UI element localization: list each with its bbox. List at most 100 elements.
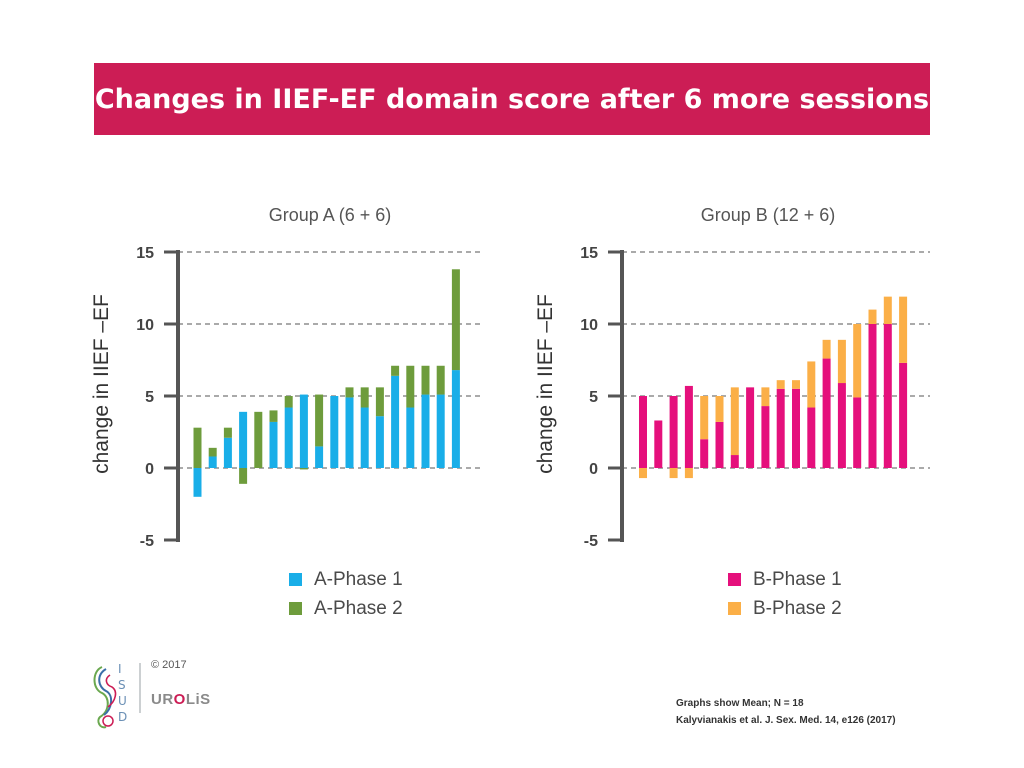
svg-text:U: U bbox=[118, 694, 127, 708]
bar-phase-1 bbox=[684, 385, 693, 468]
legend-label: A-Phase 1 bbox=[314, 568, 403, 590]
bar-phase-2 bbox=[436, 365, 445, 395]
legend-swatch bbox=[289, 573, 302, 586]
bar-phase-2 bbox=[360, 387, 369, 408]
bar-phase-1 bbox=[868, 324, 877, 468]
bar-phase-2 bbox=[375, 387, 384, 417]
bar-phase-1 bbox=[375, 416, 384, 468]
y-axis-label: change in IIEF –EF bbox=[534, 294, 557, 474]
legend-item-b-phase-2: B-Phase 2 bbox=[728, 594, 842, 623]
bar-phase-2 bbox=[899, 296, 908, 363]
bar-phase-1 bbox=[345, 397, 354, 468]
bar-phase-1 bbox=[208, 456, 217, 468]
bar-phase-2 bbox=[669, 468, 678, 479]
bar-phase-1 bbox=[899, 362, 908, 468]
svg-text:D: D bbox=[118, 710, 127, 724]
legend-swatch bbox=[728, 602, 741, 615]
bar-phase-1 bbox=[299, 394, 308, 468]
footnote-stats: Graphs show Mean; N = 18 bbox=[676, 698, 804, 709]
bar-phase-2 bbox=[639, 468, 647, 479]
bar-phase-2 bbox=[883, 296, 892, 324]
copyright-text: © 2017 bbox=[151, 659, 187, 671]
bar-phase-2 bbox=[239, 468, 248, 484]
y-axis-label: change in IIEF –EF bbox=[90, 294, 113, 474]
bar-phase-2 bbox=[193, 427, 202, 468]
chart-title: Group B (12 + 6) bbox=[701, 205, 836, 225]
bar-phase-2 bbox=[853, 324, 862, 398]
bar-phase-2 bbox=[776, 380, 785, 389]
bar-phase-1 bbox=[853, 397, 862, 468]
bar-phase-1 bbox=[837, 383, 846, 468]
brand-part: LiS bbox=[185, 691, 211, 708]
bar-phase-1 bbox=[239, 411, 248, 468]
bar-phase-1 bbox=[654, 420, 663, 468]
bar-phase-2 bbox=[284, 396, 293, 408]
bar-phase-1 bbox=[776, 388, 785, 468]
bar-phase-2 bbox=[715, 396, 724, 422]
isud-logo: I S U D bbox=[93, 662, 141, 729]
bar-phase-1 bbox=[330, 396, 339, 468]
y-tick-label: 10 bbox=[580, 317, 598, 334]
bar-phase-1 bbox=[436, 394, 445, 468]
bar-phase-2 bbox=[391, 365, 400, 376]
bar-phase-1 bbox=[223, 437, 232, 468]
bar-phase-1 bbox=[451, 370, 460, 468]
bar-phase-2 bbox=[299, 468, 308, 470]
bar-phase-2 bbox=[822, 339, 831, 359]
legend-item-a-phase-2: A-Phase 2 bbox=[289, 594, 403, 623]
y-tick-label: 10 bbox=[136, 317, 154, 334]
bar-phase-2 bbox=[451, 269, 460, 371]
brand-part: UR bbox=[151, 691, 174, 708]
bar-phase-1 bbox=[730, 455, 739, 468]
y-tick-label: -5 bbox=[584, 533, 598, 550]
bar-phase-1 bbox=[269, 421, 278, 468]
y-tick-label: 15 bbox=[136, 245, 154, 262]
bar-phase-1 bbox=[391, 375, 400, 468]
bar-phase-2 bbox=[269, 410, 278, 422]
svg-text:I: I bbox=[118, 662, 122, 676]
y-tick-label: 0 bbox=[145, 461, 154, 478]
bar-phase-1 bbox=[792, 388, 800, 468]
bar-phase-2 bbox=[837, 339, 846, 384]
legend-group-b: B-Phase 1 B-Phase 2 bbox=[728, 565, 842, 623]
urolis-logo: UROLiS bbox=[151, 691, 211, 708]
bar-phase-2 bbox=[208, 447, 217, 457]
legend-swatch bbox=[289, 602, 302, 615]
y-tick-label: 5 bbox=[589, 389, 598, 406]
bar-phase-1 bbox=[406, 407, 415, 468]
bar-phase-1 bbox=[807, 407, 816, 468]
title-banner: Changes in IIEF-EF domain score after 6 … bbox=[94, 63, 930, 135]
bar-phase-1 bbox=[421, 394, 430, 468]
legend-group-a: A-Phase 1 A-Phase 2 bbox=[289, 565, 403, 623]
bar-phase-1 bbox=[761, 406, 770, 468]
bar-phase-1 bbox=[883, 324, 892, 468]
page-title: Changes in IIEF-EF domain score after 6 … bbox=[94, 83, 930, 115]
legend-swatch bbox=[728, 573, 741, 586]
bar-phase-1 bbox=[700, 439, 709, 468]
bar-phase-2 bbox=[254, 411, 263, 468]
bar-phase-2 bbox=[700, 396, 709, 440]
bar-phase-2 bbox=[792, 380, 800, 389]
y-tick-label: -5 bbox=[140, 533, 154, 550]
svg-text:S: S bbox=[118, 678, 126, 692]
y-tick-label: 15 bbox=[580, 245, 598, 262]
bar-phase-2 bbox=[730, 387, 739, 456]
bar-phase-1 bbox=[746, 387, 755, 468]
bar-phase-2 bbox=[868, 309, 877, 324]
legend-label: B-Phase 1 bbox=[753, 568, 842, 590]
legend-label: B-Phase 2 bbox=[753, 597, 842, 619]
bar-phase-2 bbox=[807, 361, 816, 408]
bar-phase-2 bbox=[421, 365, 430, 395]
bar-phase-1 bbox=[315, 446, 324, 468]
bar-phase-1 bbox=[284, 407, 293, 468]
bar-phase-1 bbox=[715, 421, 724, 468]
bar-phase-2 bbox=[684, 468, 693, 479]
legend-label: A-Phase 2 bbox=[314, 597, 403, 619]
chart-title: Group A (6 + 6) bbox=[269, 205, 392, 225]
bar-phase-2 bbox=[223, 427, 232, 438]
bar-phase-1 bbox=[360, 407, 369, 468]
y-tick-label: 0 bbox=[589, 461, 598, 478]
bar-phase-2 bbox=[761, 387, 770, 407]
